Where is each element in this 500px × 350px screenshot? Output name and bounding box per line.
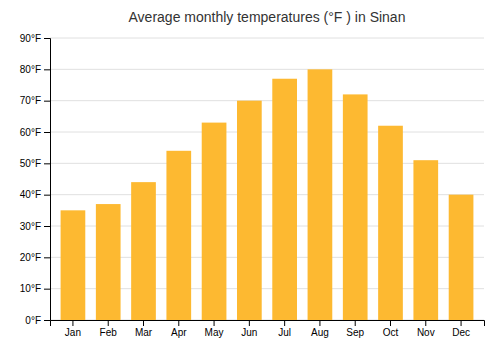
tick-label: Dec [452,327,470,338]
tick-label: Apr [171,327,187,338]
tick-mark [44,289,50,290]
bar [61,210,86,320]
tick-mark [249,320,250,326]
tick: Sep [346,320,364,338]
tick: May [205,320,224,338]
grid-line [50,38,484,39]
tick-label: 10°F [20,283,41,294]
tick-label: 0°F [25,315,41,326]
tick: 40°F [20,189,50,200]
bar [166,151,191,320]
tick: 30°F [20,221,50,232]
bar [237,101,262,320]
tick: 80°F [20,64,50,75]
y-axis: 0°F 10°F 20°F 30°F 40°F 50°F 60°F 70°F 80°F 90°F [20,33,51,326]
bars [61,69,474,320]
tick-mark [72,320,73,326]
tick-mark [44,69,50,70]
tick-mark [44,163,50,164]
tick: Feb [100,320,118,338]
tick-label: May [205,327,224,338]
tick-mark [44,132,50,133]
tick: Jul [278,320,291,338]
tick-label: Mar [135,327,153,338]
tick-mark [178,320,179,326]
title: Average monthly temperatures (°F ) in Si… [129,9,406,25]
tick-mark [355,320,356,326]
tick-label: Feb [100,327,118,338]
tick: Apr [171,320,187,338]
tick-mark [214,320,215,326]
tick-mark [44,195,50,196]
tick-mark [44,38,50,39]
grid-line [50,100,484,101]
tick: 70°F [20,95,50,106]
bar [449,195,474,320]
axis-line [51,321,485,327]
tick-mark [425,320,426,326]
grid-line [50,69,484,70]
bar [378,126,403,320]
bar [202,123,227,320]
tick-mark [143,320,144,326]
bar [308,69,333,320]
tick-label: Jul [278,327,291,338]
tick-label: 80°F [20,64,41,75]
plot: 0°F 10°F 20°F 30°F 40°F 50°F 60°F 70°F 80°F 90°F J… [20,33,485,338]
tick: 20°F [20,252,50,263]
tick: Jan [65,320,81,338]
tick-mark [108,320,109,326]
bar [343,94,368,320]
tick-label: 90°F [20,33,41,44]
tick-label: Nov [417,327,435,338]
tick-label: 50°F [20,158,41,169]
tick-label: 70°F [20,95,41,106]
tick: 90°F [20,33,50,44]
tick: Oct [383,320,399,338]
bar [96,204,121,320]
tick-mark [44,101,50,102]
tick-mark [319,320,320,326]
tick-label: Jun [241,327,257,338]
tick-label: 40°F [20,189,41,200]
tick: Dec [452,320,470,338]
tick: Jun [241,320,257,338]
tick-mark [44,320,50,321]
tick-mark [390,320,391,326]
tick-label: 60°F [20,127,41,138]
grid-line [50,132,484,133]
tick: 50°F [20,158,50,169]
tick: 0°F [25,315,50,326]
tick-label: 30°F [20,221,41,232]
axis-line [44,39,51,321]
tick-label: Jan [65,327,81,338]
tick-label: Sep [346,327,364,338]
tick-label: Oct [383,327,399,338]
tick: Aug [311,320,329,338]
tick: 60°F [20,127,50,138]
tick-mark [44,226,50,227]
tick: Nov [417,320,435,338]
tick-label: 20°F [20,252,41,263]
tick: Mar [135,320,153,338]
tick-mark [284,320,285,326]
tick-mark [44,257,50,258]
bar [413,160,438,320]
x-axis: Jan Feb Mar Apr May Jun Jul Aug Sep Oct Nov Dec [51,320,485,338]
bar [272,79,297,320]
grid [50,38,484,320]
tick-label: Aug [311,327,329,338]
bar [131,182,156,320]
tick-mark [461,320,462,326]
tick: 10°F [20,283,50,294]
chart: Average monthly temperatures (°F ) in Si… [0,0,500,350]
